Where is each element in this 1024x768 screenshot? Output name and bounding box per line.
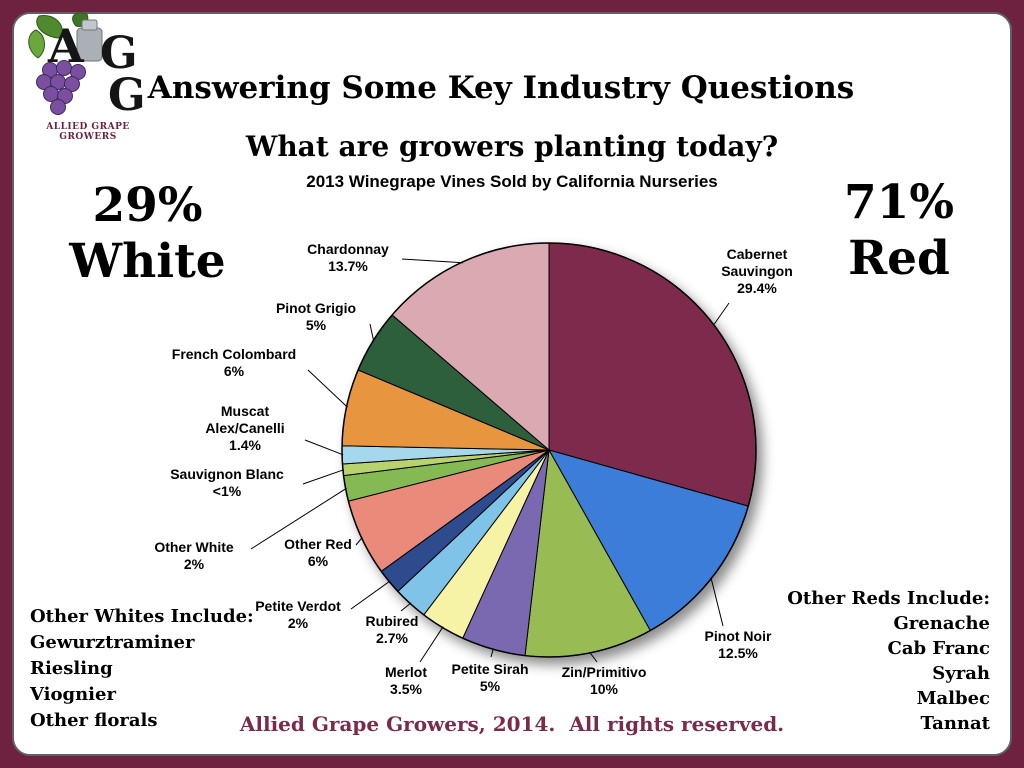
- pie-label-text: Rubired: [365, 613, 419, 629]
- pie-label-text: Other White: [154, 539, 234, 555]
- white-share-label: White: [69, 234, 226, 289]
- pie-label-pct: 2.7%: [376, 630, 408, 646]
- logo-letter-g1: G: [100, 28, 138, 79]
- red-share-stat: 71% Red: [793, 175, 1005, 287]
- leader-line: [302, 469, 345, 485]
- pie-label-text: Zin/Primitivo: [561, 664, 647, 680]
- logo-caption: Allied Grape Growers: [46, 122, 130, 142]
- pie-slices-group: [341, 242, 757, 658]
- pie-label-pct: 10%: [589, 681, 619, 697]
- other-reds-list: Other Reds Include: Grenache Cab Franc S…: [787, 586, 990, 736]
- other-reds-item: Syrah: [932, 663, 990, 684]
- red-share-value: 71%: [843, 175, 955, 230]
- pie-label-text: Sauvignon Blanc: [170, 466, 284, 482]
- pie-label-other-white: Other White 2%: [138, 539, 250, 573]
- pie-label-other-red: Other Red 6%: [276, 536, 360, 570]
- pie-label-french-colombard: French Colombard 6%: [158, 346, 310, 380]
- pie-label-text: Petite Verdot: [255, 598, 341, 614]
- pie-outline: [341, 242, 757, 658]
- slide-subtitle: What are growers planting today?: [245, 130, 779, 163]
- pie-label-rubired: Rubired 2.7%: [352, 613, 432, 647]
- leader-line: [712, 302, 730, 326]
- pie-label-pinot-grigio: Pinot Grigio 5%: [260, 300, 372, 334]
- white-share-value: 29%: [92, 178, 203, 233]
- pie-label-pct: 2%: [183, 556, 205, 572]
- other-whites-item: Gewurztraminer: [30, 632, 195, 653]
- grape-leaf-icon: [28, 29, 45, 59]
- pie-label-pct: 12.5%: [718, 645, 758, 661]
- pie-label-pct: 13.7%: [328, 258, 368, 274]
- pie-label-text: Pinot Noir: [704, 628, 772, 644]
- other-reds-heading: Other Reds Include:: [787, 588, 990, 609]
- pie-label-text: Cabernet Sauvingon: [721, 246, 793, 279]
- leader-line: [401, 258, 464, 264]
- footer-credit: Allied Grape Growers, 2014. All rights r…: [239, 712, 785, 736]
- slide-title: Answering Some Key Industry Questions: [147, 70, 855, 106]
- other-reds-item: Cab Franc: [887, 638, 991, 659]
- pie-label-pct: 5%: [305, 317, 327, 333]
- pie-label-pct: <1%: [212, 483, 242, 499]
- pie-label-pct: 5%: [479, 678, 501, 694]
- pie-label-text: Petite Sirah: [451, 661, 529, 677]
- leader-line: [350, 580, 391, 610]
- pie-label-pct: 1.4%: [229, 437, 261, 453]
- pie-label-text: French Colombard: [171, 346, 297, 362]
- grape-leaf-icon: [36, 15, 63, 39]
- pie-label-cabernet-sauvingon: Cabernet Sauvingon 29.4%: [698, 246, 816, 297]
- pie-label-pinot-noir: Pinot Noir 12.5%: [692, 628, 784, 662]
- leader-lines-group: [250, 258, 730, 663]
- pie-label-text: Other Red: [284, 536, 352, 552]
- agg-logo-art: A G G: [28, 12, 146, 121]
- pie-label-zin-primitivo: Zin/Primitivo 10%: [545, 664, 663, 698]
- leader-line: [490, 648, 494, 658]
- agg-logo: A G G Allied Grape Growers: [20, 12, 156, 142]
- pie-label-muscat: Muscat Alex/Canelli 1.4%: [183, 403, 307, 454]
- other-whites-list: Other Whites Include: Gewurztraminer Rie…: [30, 604, 254, 734]
- pie-label-pct: 6%: [223, 363, 245, 379]
- grape-cluster-icon: [36, 60, 86, 115]
- pie-label-text: Muscat Alex/Canelli: [205, 403, 285, 436]
- pie-label-pct: 6%: [307, 553, 329, 569]
- leader-line: [400, 602, 412, 612]
- leader-line: [250, 487, 347, 550]
- other-whites-heading: Other Whites Include:: [30, 606, 254, 627]
- pie-label-pct: 2%: [287, 615, 309, 631]
- leader-line: [304, 439, 344, 456]
- pie-label-text: Chardonnay: [307, 241, 389, 257]
- pie-label-text: Pinot Grigio: [275, 300, 357, 316]
- pie-label-pct: 29.4%: [737, 280, 777, 296]
- leader-line: [307, 369, 348, 408]
- chart-title: 2013 Winegrape Vines Sold by California …: [306, 172, 718, 191]
- leader-line: [419, 626, 444, 663]
- white-share-stat: 29% White: [35, 178, 260, 290]
- pie-label-sauvignon-blanc: Sauvignon Blanc <1%: [148, 466, 306, 500]
- pie-label-text: Merlot: [385, 664, 427, 680]
- leader-line: [589, 651, 598, 663]
- pie-label-merlot: Merlot 3.5%: [368, 664, 444, 698]
- other-whites-item: Other florals: [30, 710, 158, 731]
- leader-line: [710, 577, 724, 627]
- logo-letter-g2: G: [108, 70, 146, 116]
- pie-label-petite-sirah: Petite Sirah 5%: [438, 661, 542, 695]
- red-share-label: Red: [848, 231, 950, 286]
- other-whites-item: Viognier: [30, 684, 116, 705]
- other-reds-item: Malbec: [916, 688, 990, 709]
- other-reds-item: Grenache: [893, 613, 990, 634]
- other-reds-item: Tannat: [920, 713, 991, 734]
- leader-line: [369, 323, 375, 342]
- wine-press-icon: [81, 19, 98, 31]
- leader-line: [355, 536, 363, 546]
- pie-label-petite-verdot: Petite Verdot 2%: [246, 598, 350, 632]
- pie-label-chardonnay: Chardonnay 13.7%: [292, 241, 404, 275]
- other-whites-item: Riesling: [30, 658, 113, 679]
- pie-label-pct: 3.5%: [390, 681, 422, 697]
